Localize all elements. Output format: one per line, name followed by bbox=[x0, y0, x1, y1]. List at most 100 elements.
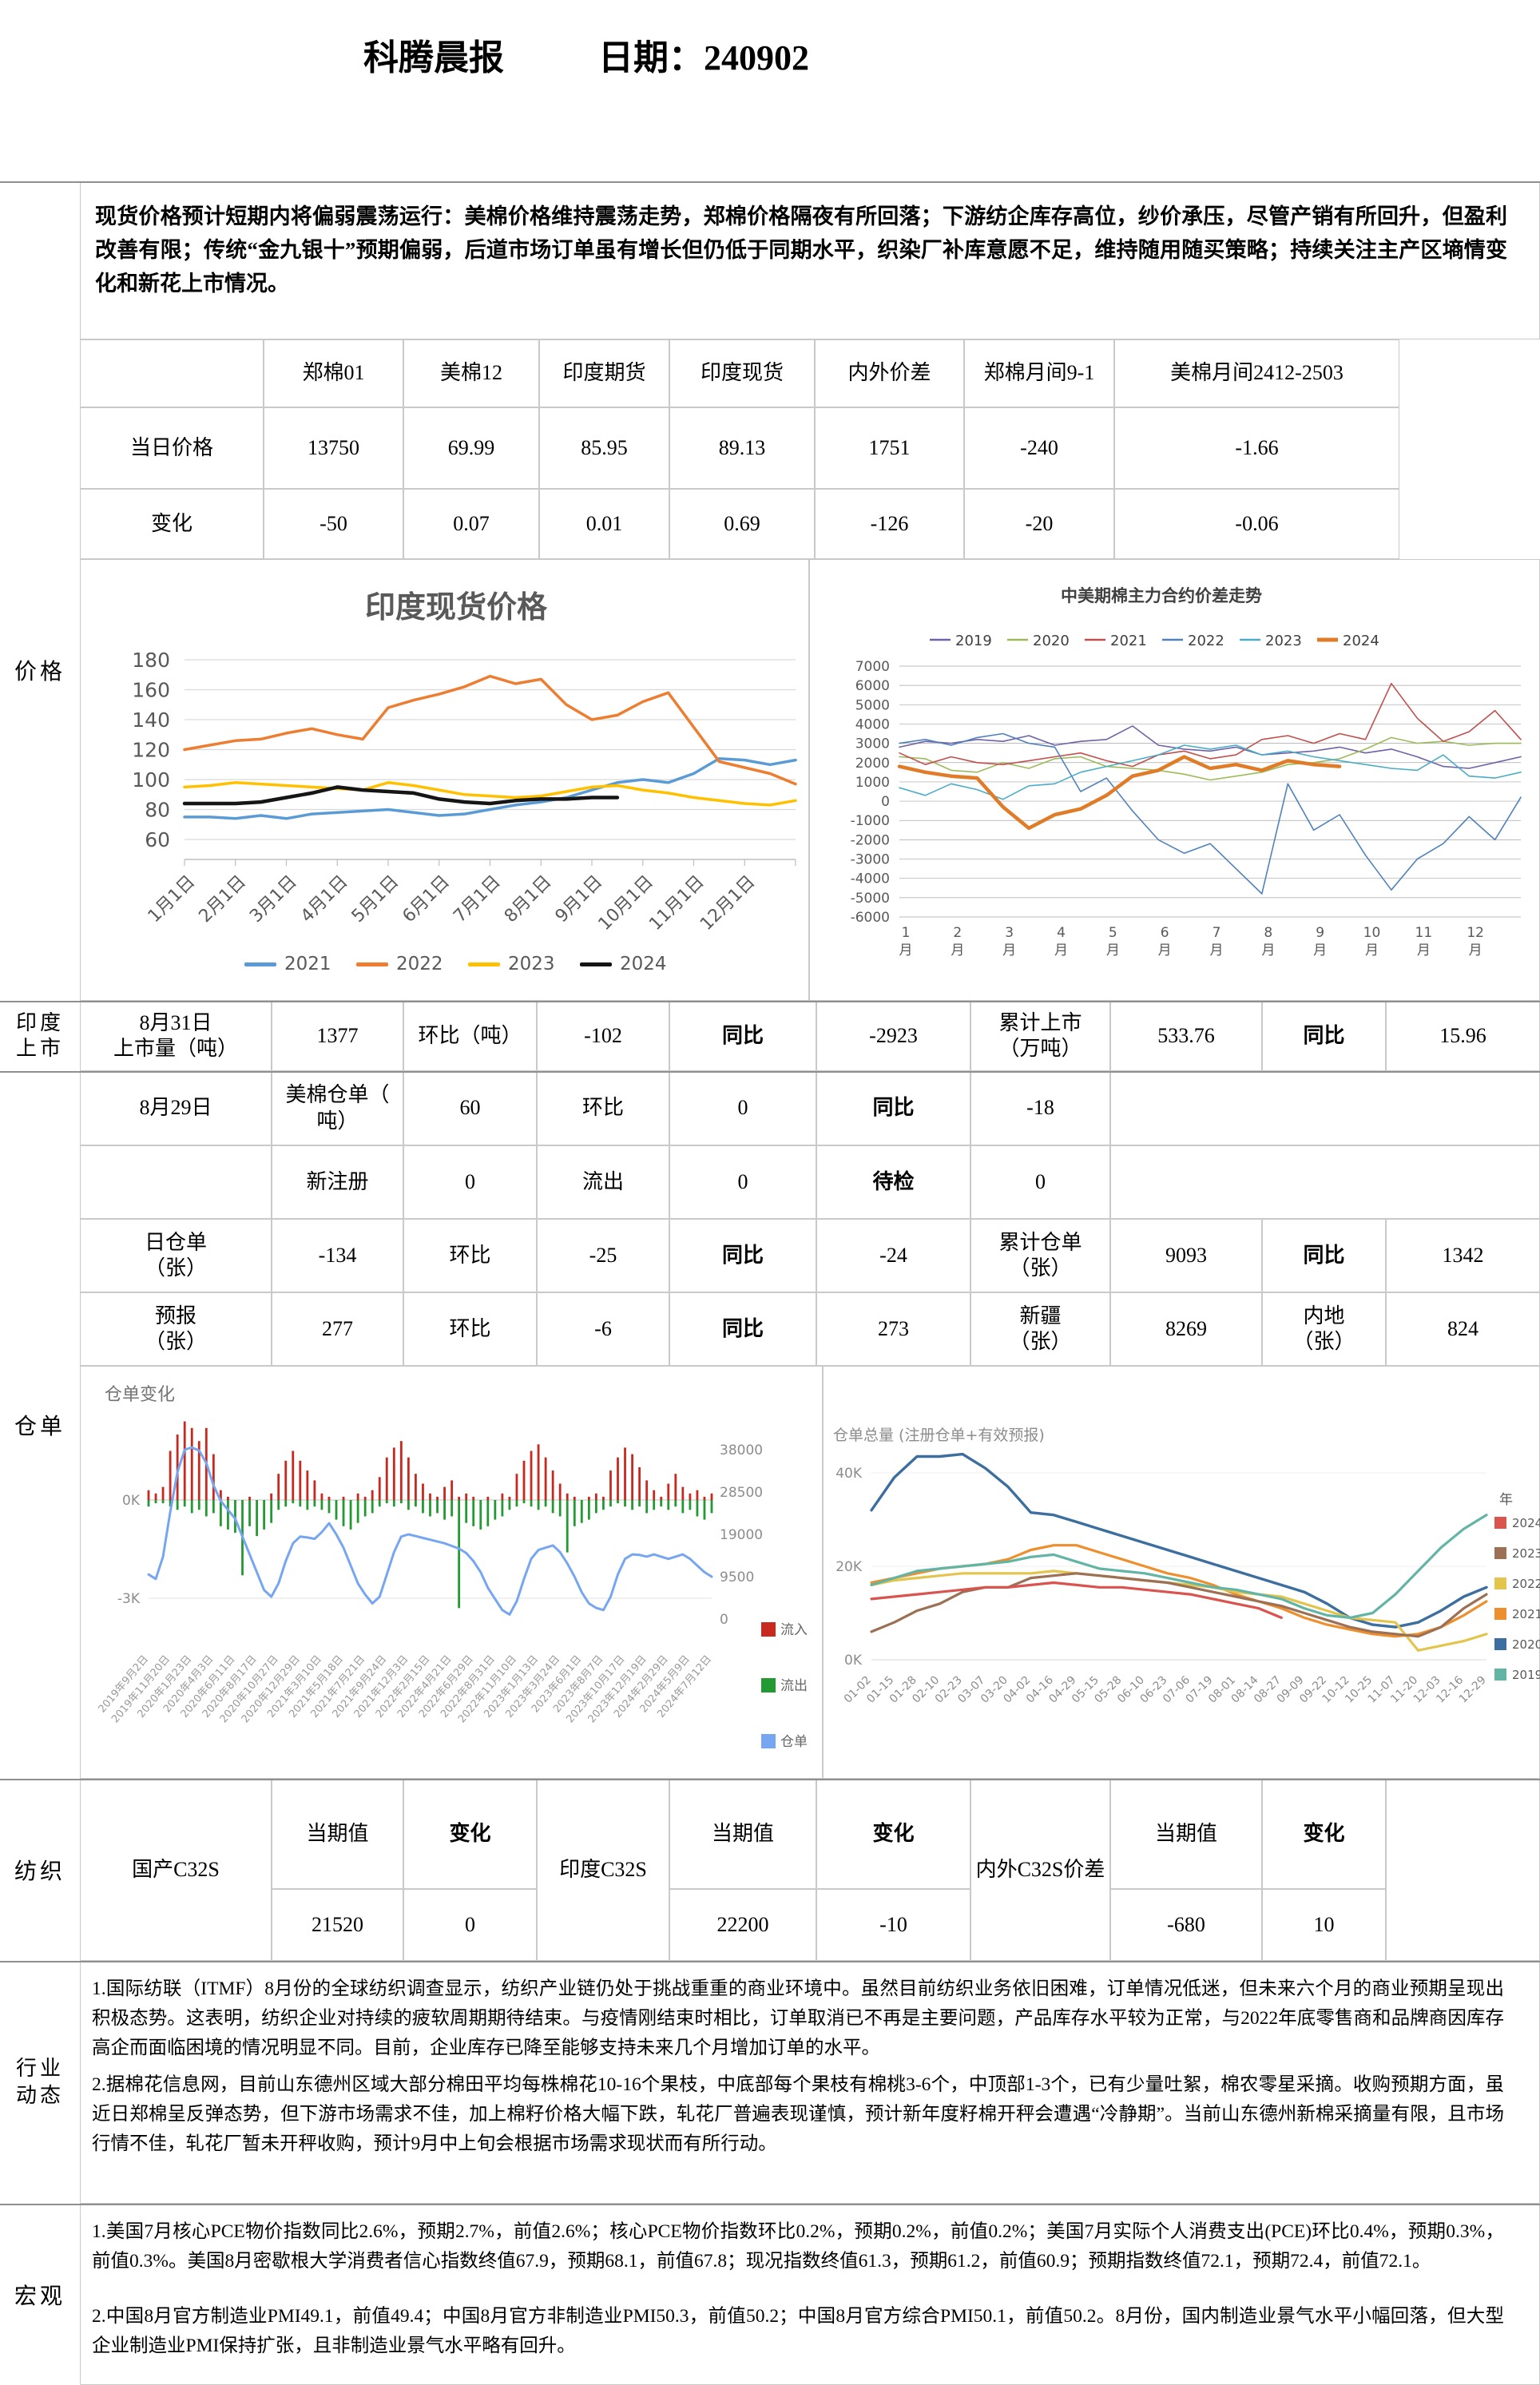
price-change: -20 bbox=[964, 489, 1114, 559]
svg-text:7月: 7月 bbox=[1210, 925, 1224, 958]
svg-text:38000: 38000 bbox=[720, 1443, 763, 1458]
macro-news: 1.美国7月核心PCE物价指数同比2.6%，预期2.7%，前值2.6%；核心PC… bbox=[80, 2204, 1540, 2385]
india-cum-yoy-label: 同比 bbox=[1262, 1001, 1386, 1071]
svg-text:2月: 2月 bbox=[951, 925, 964, 958]
change-header: 变化 bbox=[403, 1779, 537, 1889]
price-change: 0.01 bbox=[539, 489, 669, 559]
divider bbox=[0, 1001, 1540, 1002]
india-value: 1377 bbox=[272, 1001, 403, 1071]
price-value: 89.13 bbox=[669, 407, 815, 489]
section-label-text: 动态 bbox=[15, 2084, 64, 2107]
svg-text:中美期棉主力合约价差走势: 中美期棉主力合约价差走势 bbox=[1061, 586, 1262, 605]
label-line: 美棉仓单（ bbox=[285, 1083, 390, 1106]
forecast-value: 277 bbox=[272, 1292, 403, 1366]
section-label-text: 纺织 bbox=[14, 1859, 65, 1884]
current-header: 当期值 bbox=[1110, 1779, 1262, 1889]
yoy-value: 273 bbox=[816, 1292, 970, 1366]
india-mom-label: 环比（吨） bbox=[403, 1001, 537, 1071]
svg-text:3000: 3000 bbox=[855, 736, 890, 752]
mom-value: -25 bbox=[537, 1219, 669, 1292]
india-cum-yoy-value: 15.96 bbox=[1386, 1001, 1540, 1071]
label-line: （张） bbox=[1009, 1256, 1072, 1280]
label-line: 累计仓单 bbox=[998, 1230, 1082, 1254]
domestic-c32s-current: 21520 bbox=[272, 1889, 403, 1961]
india-c32s-change: -10 bbox=[816, 1889, 970, 1961]
svg-text:180: 180 bbox=[132, 649, 170, 672]
svg-text:4000: 4000 bbox=[855, 716, 890, 732]
macro-paragraph-2: 2.中国8月官方制造业PMI49.1，前值49.4；中国8月官方非制造业PMI5… bbox=[92, 2306, 1504, 2356]
india-cum-label: 累计上市 （万吨） bbox=[970, 1001, 1110, 1071]
forecast-label: 预报 （张） bbox=[80, 1292, 272, 1366]
cum-warrant-label: 累计仓单 （张） bbox=[970, 1219, 1110, 1292]
price-change: -126 bbox=[815, 489, 964, 559]
section-label-macro: 宏观 bbox=[0, 2204, 80, 2385]
svg-text:3月1日: 3月1日 bbox=[246, 872, 301, 927]
change-header: 变化 bbox=[1262, 1779, 1386, 1889]
mom-label: 环比 bbox=[537, 1071, 669, 1145]
svg-text:-6000: -6000 bbox=[851, 910, 890, 926]
mom-label: 环比 bbox=[403, 1292, 537, 1366]
yoy-label: 同比 bbox=[816, 1071, 970, 1145]
svg-text:100: 100 bbox=[132, 768, 170, 792]
cn-us-spread-chart: 中美期棉主力合约价差走势 7000 6000 5000 4000 3000 2000 1000… bbox=[809, 559, 1540, 1001]
svg-text:仓单: 仓单 bbox=[780, 1734, 808, 1750]
pending-label: 待检 bbox=[816, 1145, 970, 1219]
svg-text:6月1日: 6月1日 bbox=[399, 872, 454, 927]
section-label-text: 上市 bbox=[15, 1037, 64, 1060]
svg-text:年: 年 bbox=[1499, 1492, 1513, 1508]
india-c32s-label: 印度C32S bbox=[537, 1779, 669, 1961]
svg-text:2022: 2022 bbox=[1188, 633, 1224, 649]
section-label-text: 价格 bbox=[14, 660, 65, 685]
daily-warrant-label: 日仓单 （张） bbox=[80, 1219, 272, 1292]
outflow-label: 流出 bbox=[537, 1145, 669, 1219]
daily-warrant-value: -134 bbox=[272, 1219, 403, 1292]
svg-text:140: 140 bbox=[132, 708, 170, 732]
section-label-warehouse: 仓单 bbox=[0, 1071, 80, 1779]
svg-text:12月1日: 12月1日 bbox=[697, 872, 759, 935]
svg-text:10月: 10 月 bbox=[1363, 925, 1381, 958]
label-line: （张） bbox=[144, 1256, 207, 1280]
section-label-india: 印度 上市 bbox=[0, 1001, 80, 1071]
mom-value: -6 bbox=[537, 1292, 669, 1366]
yoy-label: 同比 bbox=[1262, 1219, 1386, 1292]
svg-text:10月1日: 10月1日 bbox=[595, 872, 657, 935]
svg-text:仓单总量 (注册仓单+有效预报): 仓单总量 (注册仓单+有效预报) bbox=[833, 1427, 1045, 1444]
india-date-label: 上市量（吨） bbox=[113, 1037, 238, 1060]
label-line: （万吨） bbox=[998, 1037, 1082, 1060]
empty-cell bbox=[80, 1145, 272, 1219]
svg-text:2024: 2024 bbox=[1343, 633, 1379, 649]
section-label-industry: 行业 动态 bbox=[0, 1961, 80, 2204]
svg-text:仓单变化: 仓单变化 bbox=[105, 1385, 175, 1405]
industry-paragraph-2: 2.据棉花信息网，目前山东德州区域大部分棉田平均每株棉花10-16个果枝，中底部… bbox=[92, 2074, 1504, 2154]
mom-value: 0 bbox=[669, 1071, 816, 1145]
us-warrant-label: 美棉仓单（ 吨） bbox=[272, 1071, 403, 1145]
svg-text:2022: 2022 bbox=[1512, 1577, 1540, 1591]
label-line: 吨） bbox=[316, 1109, 359, 1133]
svg-text:11月1日: 11月1日 bbox=[645, 872, 708, 935]
price-header-india-spot: 印度现货 bbox=[669, 339, 815, 407]
svg-text:0K: 0K bbox=[844, 1653, 863, 1669]
divider bbox=[0, 1071, 1540, 1073]
svg-text:28500: 28500 bbox=[720, 1485, 763, 1501]
svg-text:7000: 7000 bbox=[855, 659, 890, 675]
warrant-total-chart: 仓单总量 (注册仓单+有效预报) 0K 20K 40K 01-02 01-15 01-28 0… bbox=[823, 1366, 1540, 1779]
yoy-label: 同比 bbox=[669, 1292, 816, 1366]
price-value: 1751 bbox=[815, 407, 964, 489]
empty-cell bbox=[1110, 1071, 1540, 1145]
svg-text:2024: 2024 bbox=[620, 954, 667, 974]
label-line: （张） bbox=[1292, 1330, 1355, 1353]
price-change: -0.06 bbox=[1114, 489, 1399, 559]
warrant-change-chart: 仓单变化 0K -3K 38000 28500 19000 9500 0 2019年9月2日 20… bbox=[80, 1366, 823, 1779]
svg-text:2021: 2021 bbox=[284, 954, 331, 974]
cum-warrant-value: 9093 bbox=[1110, 1219, 1262, 1292]
divider bbox=[0, 2204, 1540, 2205]
svg-text:4月1日: 4月1日 bbox=[297, 872, 352, 927]
svg-text:2000: 2000 bbox=[855, 756, 890, 772]
label-line: 累计上市 bbox=[998, 1010, 1082, 1034]
svg-text:2024: 2024 bbox=[1512, 1516, 1540, 1530]
industry-news: 1.国际纺联（ITMF）8月份的全球纺织调查显示，纺织产业链仍处于挑战重重的商业… bbox=[80, 1961, 1540, 2204]
svg-text:2023: 2023 bbox=[508, 954, 555, 974]
label-line: 预报 bbox=[154, 1304, 196, 1327]
svg-text:4月: 4月 bbox=[1054, 925, 1068, 958]
wh-date: 8月29日 bbox=[80, 1071, 272, 1145]
